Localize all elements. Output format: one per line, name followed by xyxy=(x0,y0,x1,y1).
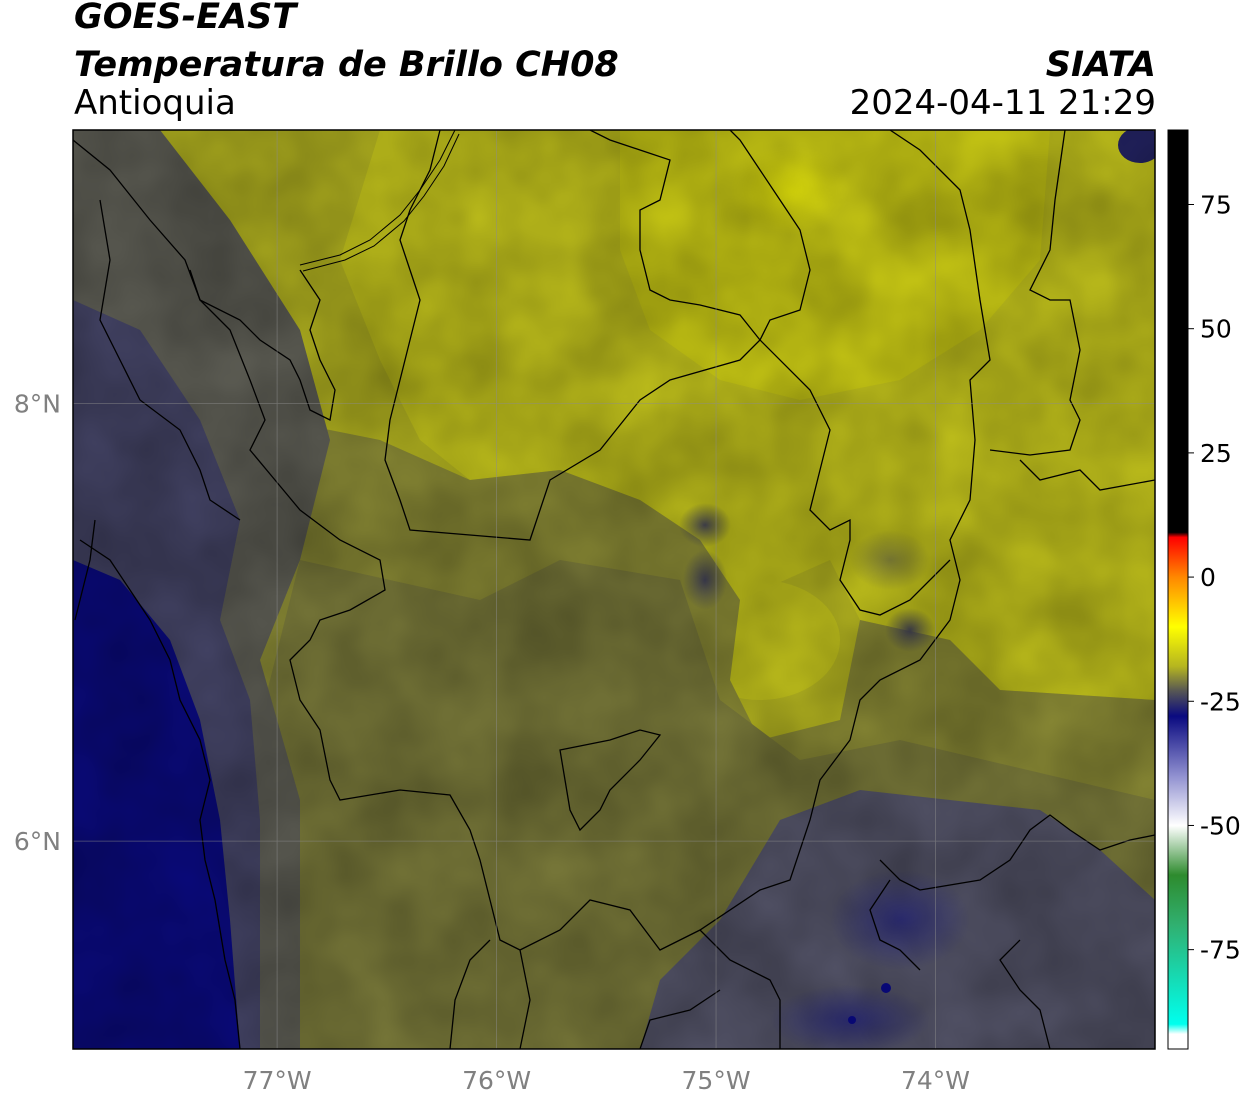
region-label: Antioquia xyxy=(74,83,236,123)
colorbar-tick-label: 50 xyxy=(1200,315,1232,344)
colorbar-ticks: 75 50 25 0 -25 -50 -75 xyxy=(1188,191,1241,965)
colorbar-tick-label: -75 xyxy=(1200,936,1241,965)
gridlines xyxy=(73,130,1155,1049)
colorbar-tick-label: 25 xyxy=(1200,439,1232,468)
lon-tick-label: 74°W xyxy=(901,1066,970,1095)
colorbar-tick-label: 0 xyxy=(1200,563,1216,592)
longitude-ticks: 77°W 76°W 75°W 74°W xyxy=(243,1066,970,1095)
colorbar-tick-label: -25 xyxy=(1200,687,1241,716)
organization-label: SIATA xyxy=(1045,45,1156,85)
colorbar-tick-label: -50 xyxy=(1200,811,1241,840)
map-frame xyxy=(72,129,1156,1050)
satellite-title: GOES-EAST xyxy=(74,0,297,37)
latitude-ticks: 8°N 6°N xyxy=(14,390,61,857)
colorbar-tick-label: 75 xyxy=(1200,191,1232,220)
coastline xyxy=(299,130,460,272)
lat-tick-label: 6°N xyxy=(14,827,61,856)
timestamp-label: 2024-04-11 21:29 xyxy=(849,83,1156,123)
lon-tick-label: 76°W xyxy=(462,1066,531,1095)
map-field xyxy=(73,130,1155,1049)
colorbar xyxy=(1167,129,1189,1050)
boundary-lines xyxy=(73,130,1155,1049)
product-title: Temperatura de Brillo CH08 xyxy=(74,45,619,85)
lon-tick-label: 75°W xyxy=(682,1066,751,1095)
lon-tick-label: 77°W xyxy=(243,1066,312,1095)
lat-tick-label: 8°N xyxy=(14,390,61,419)
